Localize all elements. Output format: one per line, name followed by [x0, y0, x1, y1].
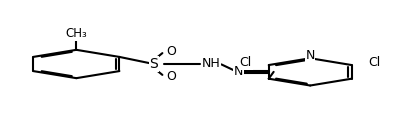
Text: S: S [149, 57, 158, 71]
Text: O: O [166, 70, 176, 83]
Text: Cl: Cl [369, 56, 381, 69]
Text: CH₃: CH₃ [65, 27, 87, 40]
Text: O: O [166, 45, 176, 58]
Text: N: N [305, 49, 315, 62]
Text: N: N [234, 65, 243, 78]
Text: NH: NH [202, 57, 221, 70]
Text: Cl: Cl [240, 56, 252, 69]
